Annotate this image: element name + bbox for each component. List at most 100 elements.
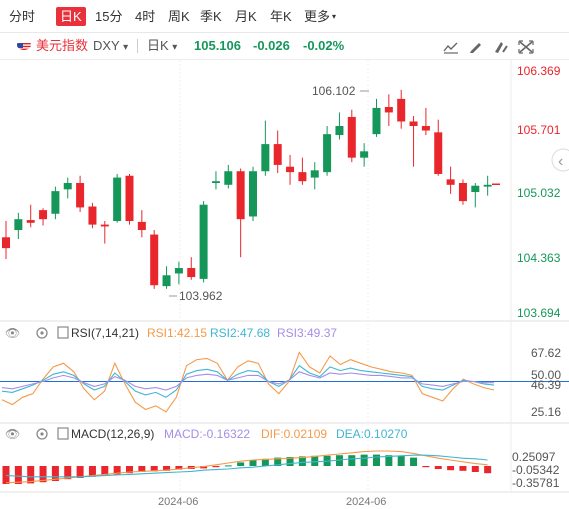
macd-tick-label: -0.05342 — [512, 463, 560, 477]
tab-4[interactable]: 周K — [168, 9, 190, 24]
macd-histogram-bar — [422, 466, 430, 468]
candle-body — [51, 191, 60, 214]
candle-body — [39, 210, 48, 220]
period-tab-bar: 分时 日K 15分 4时 周K 季K 月K 年K 更多 ▾ — [0, 0, 569, 33]
candle-body — [483, 184, 492, 187]
tab-8[interactable]: 更多 ▾ — [304, 9, 337, 24]
candle-body — [150, 234, 159, 286]
tab-7[interactable]: 年K — [270, 9, 292, 24]
divider — [137, 39, 138, 53]
macd-histogram-bar — [212, 466, 220, 468]
rsi-tick-label: 67.62 — [531, 346, 561, 360]
candle-body — [224, 171, 233, 185]
candle-body — [409, 121, 418, 126]
macd-histogram-bar — [14, 466, 22, 484]
rsi1-line — [1, 351, 495, 413]
macd-tick-label: 0.25097 — [512, 450, 556, 464]
tab-5[interactable]: 季K — [200, 9, 222, 24]
us-flag-icon — [17, 40, 31, 50]
macd-histogram-bar — [274, 457, 282, 466]
instrument-code-select[interactable]: DXY ▾ — [93, 38, 128, 56]
candle-body — [310, 170, 319, 178]
rsi-header: 👁 RSI(7,14,21) RSI1:42.15 RSI2:47.68 RSI… — [5, 326, 337, 340]
scroll-left-button[interactable] — [551, 148, 569, 172]
macd-histogram-bar — [373, 454, 380, 466]
macd-histogram-bar — [447, 466, 455, 471]
macd-histogram-bar — [163, 466, 171, 471]
line-chart-icon[interactable] — [443, 40, 459, 54]
date-label: 2024-06 — [346, 496, 386, 508]
indicator-settings-icon[interactable] — [57, 326, 69, 339]
candle-body — [100, 224, 109, 227]
candle-body — [347, 116, 356, 158]
rsi2-line — [1, 364, 495, 398]
price-tick-label: 106.369 — [517, 64, 561, 78]
rsi-tick-label: 50.00 — [531, 368, 561, 382]
tab-6[interactable]: 月K — [235, 9, 257, 24]
fullscreen-icon[interactable] — [518, 40, 534, 54]
rsi2-value: RSI2:47.68 — [210, 326, 270, 340]
price-change: -0.026 — [253, 38, 290, 53]
tab-1[interactable]: 日K — [56, 7, 86, 26]
rsi-tick-label: 46.39 — [531, 378, 561, 392]
candle-body — [249, 171, 257, 217]
candle-body — [26, 220, 35, 223]
macd-histogram-bar — [2, 466, 10, 484]
price-tick-label: 105.032 — [517, 186, 561, 200]
candle-body — [187, 268, 196, 278]
candle-body — [372, 107, 381, 135]
eye-icon[interactable]: 👁 — [5, 326, 20, 340]
macd-histogram-bar — [76, 466, 84, 478]
candle-body — [125, 175, 134, 221]
candle-body — [335, 125, 344, 136]
gear-icon[interactable] — [36, 428, 48, 440]
macd-histogram-bar — [459, 466, 467, 471]
tab-3[interactable]: 4时 — [135, 9, 156, 24]
candle-body — [261, 144, 270, 172]
price-tick-label: 103.694 — [517, 306, 561, 320]
dea-value: DEA:0.10270 — [336, 427, 408, 441]
candle-body — [14, 219, 23, 231]
period-select[interactable]: 日K ▾ — [147, 38, 177, 56]
macd-histogram-bar — [249, 460, 257, 466]
gear-icon[interactable] — [36, 327, 48, 339]
rsi-indicator-label: RSI(7,14,21) — [71, 326, 139, 340]
macd-tick-label: -0.35781 — [512, 476, 560, 490]
macd-histogram-bar — [397, 455, 405, 466]
rsi3-value: RSI3:49.37 — [277, 326, 337, 340]
candle-body — [76, 182, 85, 208]
high-price-annotation: 106.102 — [312, 84, 356, 98]
macd-histogram-bar — [175, 466, 183, 470]
macd-histogram-bar — [434, 466, 442, 469]
macd-histogram-bar — [286, 457, 294, 466]
price-tick-label: 104.363 — [517, 251, 561, 265]
pencil-icon[interactable] — [468, 40, 484, 54]
candle-body — [298, 172, 307, 182]
candle-body — [421, 125, 430, 131]
instrument-name[interactable]: 美元指数 — [36, 38, 89, 53]
dif-value: DIF:0.02109 — [261, 427, 327, 441]
rsi-layer — [0, 351, 569, 413]
candle-body — [113, 177, 122, 221]
candle-body — [63, 182, 72, 190]
macd-histogram-bar — [410, 457, 418, 466]
dea-line — [5, 454, 488, 478]
tab-0[interactable]: 分时 — [9, 9, 36, 24]
rsi-tick-label: 25.16 — [531, 405, 561, 419]
eye-icon[interactable]: 👁 — [5, 427, 20, 441]
instrument-code: DXY — [93, 38, 120, 53]
macd-histogram-bar — [224, 465, 232, 467]
candle-body — [174, 268, 183, 274]
candle-body — [384, 107, 393, 113]
macd-histogram-bar — [360, 454, 368, 466]
macd-histogram-bar — [298, 456, 306, 466]
low-price-annotation: 103.962 — [179, 289, 223, 303]
indicator-settings-icon[interactable] — [57, 427, 69, 440]
tab-2[interactable]: 15分 — [95, 9, 123, 24]
candle-body — [88, 206, 97, 225]
drawing-tools-icon[interactable] — [493, 40, 509, 54]
macd-histogram-bar — [88, 466, 96, 477]
macd-histogram-bar — [101, 466, 109, 476]
candle-body — [397, 98, 406, 122]
